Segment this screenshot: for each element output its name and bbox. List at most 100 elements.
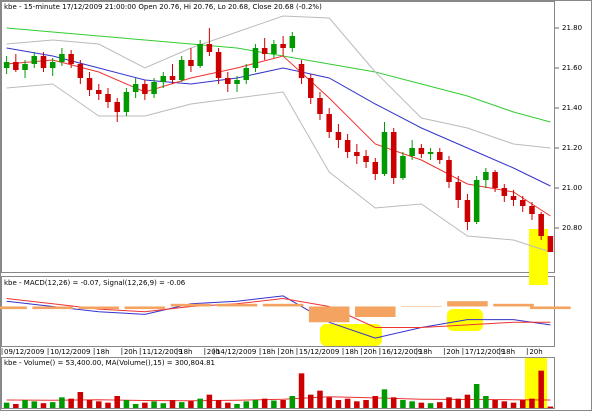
volume-bar: [77, 392, 84, 408]
volume-bar: [390, 397, 397, 408]
volume-bar: [335, 400, 342, 408]
volume-bar: [142, 402, 148, 408]
candle-body: [142, 84, 148, 94]
candle-body: [510, 196, 517, 200]
candle-body: [243, 68, 250, 80]
volume-bar: [363, 400, 369, 408]
x-tick-label: 18h: [96, 348, 109, 356]
volume-bar: [409, 401, 415, 408]
volume-bar: [31, 401, 38, 408]
volume-bar: [317, 390, 323, 408]
candle-body: [169, 76, 176, 80]
candle-body: [483, 172, 489, 180]
highlight: [320, 324, 382, 346]
y-tick-label: 21.40: [562, 104, 582, 112]
volume-bar: [280, 400, 286, 408]
candle-body: [400, 156, 406, 178]
volume-bar: [243, 401, 250, 408]
volume-bar: [169, 400, 176, 408]
x-tick-label: 17/12/2009: [465, 348, 505, 356]
x-tick-label: 14/12/2009: [216, 348, 256, 356]
volume-bar: [197, 398, 203, 408]
volume-bar: [519, 400, 526, 408]
volume-bar: [298, 373, 305, 408]
volume-bar: [372, 396, 379, 408]
volume-bar: [354, 401, 360, 408]
volume-bar: [234, 404, 240, 408]
volume-bar: [344, 398, 351, 408]
candle-body: [252, 48, 259, 68]
overlay-line: [6, 15, 551, 149]
x-tick-label: 16/12/2009: [382, 348, 422, 356]
candle-body: [492, 172, 498, 188]
volume-bar: [529, 398, 535, 408]
volume-bar: [418, 402, 425, 408]
candle-body: [197, 44, 203, 66]
candle-body: [96, 90, 102, 94]
candle-body: [132, 84, 139, 92]
candle-body: [418, 148, 425, 154]
volume-bar: [96, 401, 102, 408]
macd-histogram-bar: [170, 303, 212, 307]
y-tick-label: 20.80: [562, 224, 582, 232]
volume-bar: [123, 400, 130, 408]
candle-body: [307, 78, 314, 98]
volume-bar: [289, 396, 296, 408]
candle-body: [40, 56, 47, 68]
candle-body: [49, 62, 56, 68]
macd-line: [6, 297, 551, 328]
candle-body: [22, 64, 28, 70]
candle-body: [464, 200, 471, 222]
volume-bar: [86, 400, 93, 408]
x-tick-label: 20h: [207, 348, 220, 356]
volume-bar: [473, 384, 480, 408]
candle-body: [344, 140, 351, 152]
candle-body: [298, 64, 305, 78]
candle-body: [317, 98, 323, 114]
candle-body: [68, 54, 74, 64]
macd-histogram-bar: [354, 306, 396, 317]
candle-body: [3, 62, 10, 68]
volume-bar: [307, 394, 314, 408]
candle-body: [86, 78, 93, 90]
macd-histogram-bar: [78, 306, 120, 310]
candle-body: [13, 62, 19, 70]
macd-histogram-bar: [493, 303, 534, 307]
volume-bar: [40, 403, 47, 408]
candle-body: [547, 236, 554, 252]
x-tick-label: 18h: [502, 348, 515, 356]
x-tick-label: 20h: [363, 348, 376, 356]
volume-bar: [492, 400, 498, 408]
volume-bar: [3, 402, 10, 408]
macd-histogram-bar: [401, 306, 442, 307]
y-tick-label: 21.80: [562, 24, 582, 32]
x-tick-label: 15/12/2009: [299, 348, 339, 356]
candle-body: [280, 44, 286, 48]
candle-body: [178, 60, 185, 80]
candle-body: [381, 132, 388, 174]
volume-bar: [225, 402, 231, 408]
candle-body: [31, 56, 38, 64]
y-tick-label: 21.00: [562, 184, 582, 192]
volume-bar: [68, 398, 74, 408]
y-tick-label: 21.60: [562, 64, 582, 72]
candle-body: [538, 214, 544, 236]
candle-body: [271, 44, 277, 54]
x-tick-label: 18h: [419, 348, 432, 356]
candle-body: [215, 52, 222, 78]
volume-bar: [464, 394, 471, 408]
candle-body: [59, 54, 65, 62]
x-tick-label: 18h: [345, 348, 358, 356]
volume-bar: [400, 400, 406, 408]
volume-bar: [114, 396, 120, 408]
candle-body: [446, 160, 452, 182]
overlay-line: [6, 83, 551, 253]
x-tick-label: 18h: [262, 348, 275, 356]
price-title: kbe - 15-minute 17/12/2009 21:00:00 Open…: [4, 3, 322, 11]
volume-bar: [188, 401, 194, 408]
candle-body: [188, 60, 194, 66]
price-pane: [1, 1, 555, 273]
volume-bar: [427, 403, 434, 408]
candle-body: [437, 152, 443, 160]
